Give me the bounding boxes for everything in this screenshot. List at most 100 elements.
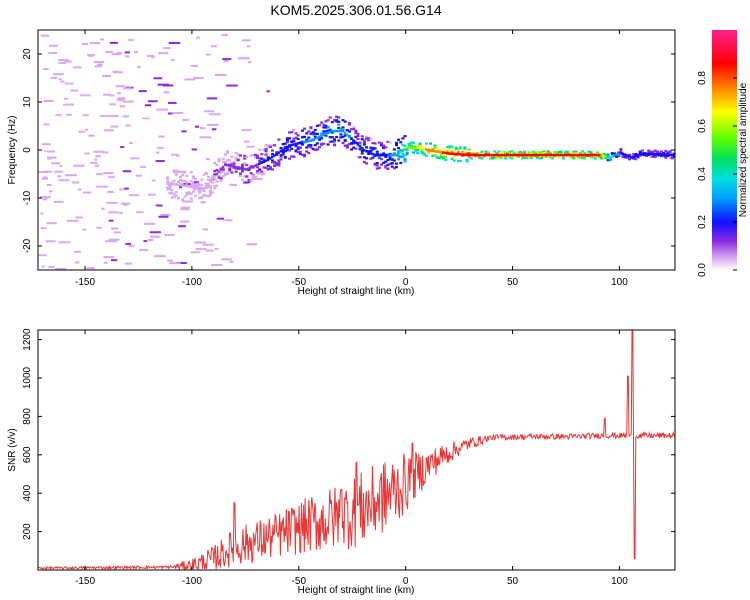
spectrogram-ridge-cell xyxy=(275,151,279,154)
spectrogram-ridge-cell xyxy=(196,184,200,187)
spectrogram-noise-cell xyxy=(229,260,234,263)
spectrogram-noise-cell xyxy=(108,219,114,222)
spectrogram-ridge-cell xyxy=(521,157,525,160)
spectrogram-ridge-cell xyxy=(442,156,446,159)
spectrogram-ridge-cell xyxy=(256,154,260,157)
spectrogram-ridge-cell xyxy=(365,135,369,138)
spectrogram-ridge-cell xyxy=(489,155,493,158)
spectrogram-ridge-cell xyxy=(202,201,206,204)
spectrogram-ridge-cell xyxy=(444,149,448,152)
spectrogram-ridge-cell xyxy=(217,176,221,179)
spectrogram-noise-cell xyxy=(80,94,91,97)
spectrogram-noise-cell xyxy=(77,188,82,191)
spectrogram-ridge-cell xyxy=(347,122,351,125)
spectrogram-ridge-core xyxy=(365,149,368,153)
spectrogram-ridge-cell xyxy=(371,141,375,145)
spectrogram-ridge-cell xyxy=(377,156,381,159)
spectrogram-ridge-cell xyxy=(437,148,441,151)
spectrogram-ridge-cell xyxy=(463,150,467,153)
spectrogram-noise-cell xyxy=(158,215,169,218)
spectrogram-ridge-cell xyxy=(380,163,384,166)
spectrogram-ridge-cell xyxy=(533,151,537,154)
spectrogram-ridge-cell xyxy=(574,152,578,155)
spectrogram-noise-cell xyxy=(128,245,135,248)
spectrogram-noise-cell xyxy=(139,249,149,252)
spectrogram-noise-cell xyxy=(119,105,126,108)
spectrogram-noise-cell xyxy=(106,201,118,204)
spectrogram-noise-cell xyxy=(180,208,190,211)
spectrogram-ridge-cell xyxy=(546,150,550,153)
spectrogram-noise-cell xyxy=(113,231,121,234)
spectrogram-ridge-cell xyxy=(170,188,174,192)
spectrogram-ridge-cell xyxy=(234,167,238,170)
spectrogram-ridge-cell xyxy=(324,134,328,137)
spectrogram-noise-cell xyxy=(128,39,134,42)
spectrogram-noise-cell xyxy=(41,265,45,268)
spectrogram-ridge-core xyxy=(672,153,675,157)
spectrogram-ridge-core xyxy=(403,148,407,151)
spectrogram-noise-cell xyxy=(199,127,206,130)
spectrogram-ridge-cell xyxy=(183,195,187,198)
spectrogram-ridge-core xyxy=(258,162,261,165)
spectrogram-ridge-cell xyxy=(570,152,574,155)
spectrogram-ridge-core xyxy=(619,151,622,154)
spectrogram-noise-cell xyxy=(182,118,189,121)
spectrogram-ridge-cell xyxy=(204,182,208,185)
spectrogram-ridge-cell xyxy=(296,146,300,149)
spectrogram-noise-cell xyxy=(223,60,229,63)
spectrogram-noise-cell xyxy=(194,125,199,128)
colorbar-gradient xyxy=(712,30,737,270)
spectrogram-ridge-cell xyxy=(377,166,381,170)
spectrogram-ridge-cell xyxy=(373,142,377,145)
spectrogram-ridge-cell xyxy=(228,168,232,172)
spectrogram-ridge-cell xyxy=(247,168,251,171)
spectrogram-ridge-cell xyxy=(253,156,257,159)
spectrogram-ridge-core xyxy=(209,180,212,183)
spectrogram-ridge-core xyxy=(632,155,635,158)
spectrogram-ridge-cell xyxy=(409,144,413,147)
spectrogram-ridge-core xyxy=(230,164,233,168)
spectrogram-ridge-cell xyxy=(362,156,366,159)
spectrogram-ridge-cell xyxy=(431,148,435,151)
spectrogram-ridge-cell xyxy=(540,155,544,158)
spectrogram-ridge-core xyxy=(516,153,520,157)
spectrogram-noise-cell xyxy=(74,261,80,264)
spectrogram-ridge-core xyxy=(285,145,289,149)
spectrogram-ridge-cell xyxy=(337,123,341,126)
spectrogram-ridge-cell xyxy=(347,130,351,133)
spectrogram-ridge-cell xyxy=(397,150,401,153)
spectrogram-ridge-core xyxy=(454,152,458,156)
spectrogram-noise-cell xyxy=(246,45,251,48)
spectrogram-ridge-core xyxy=(529,153,533,157)
spectrogram-ridge-core xyxy=(666,153,669,156)
spectrogram-ridge-cell xyxy=(264,147,268,151)
spectrogram-ridge-cell xyxy=(380,157,384,161)
spectrogram-ridge-cell xyxy=(499,156,503,159)
spectrogram-ridge-cell xyxy=(330,140,334,143)
spectrogram-ridge-core xyxy=(241,167,244,170)
spectrogram-ridge-cell xyxy=(311,131,315,134)
spectrogram-ridge-core xyxy=(452,152,456,156)
spectrogram-ridge-cell xyxy=(388,157,392,161)
spectrogram-noise-cell xyxy=(211,128,217,131)
spectrogram-noise-cell xyxy=(48,51,58,54)
spectrogram-ridge-cell xyxy=(249,172,253,175)
spectrogram-noise-cell xyxy=(108,238,120,241)
spectrogram-ridge-core xyxy=(568,153,571,157)
spectrogram-noise-cell xyxy=(46,156,57,159)
spectrogram-ridge-cell xyxy=(183,182,187,186)
spectrogram-ridge-cell xyxy=(384,155,388,158)
spectrogram-x-tick-label: -50 xyxy=(292,277,307,288)
spectrogram-noise-cell xyxy=(190,251,201,254)
spectrogram-ridge-core xyxy=(390,153,394,157)
spectrogram-noise-cell xyxy=(149,235,161,238)
spectrogram-noise-cell xyxy=(112,70,120,73)
spectrogram-ridge-core xyxy=(356,143,359,146)
spectrogram-ridge-cell xyxy=(360,138,364,141)
spectrogram-ridge-cell xyxy=(174,172,178,175)
spectrogram-noise-cell xyxy=(82,114,89,117)
spectrogram-ridge-core xyxy=(332,129,336,133)
spectrogram-x-tick-label: 100 xyxy=(611,277,628,288)
spectrogram-ridge-cell xyxy=(343,120,347,123)
spectrogram-ridge-cell xyxy=(260,170,264,173)
